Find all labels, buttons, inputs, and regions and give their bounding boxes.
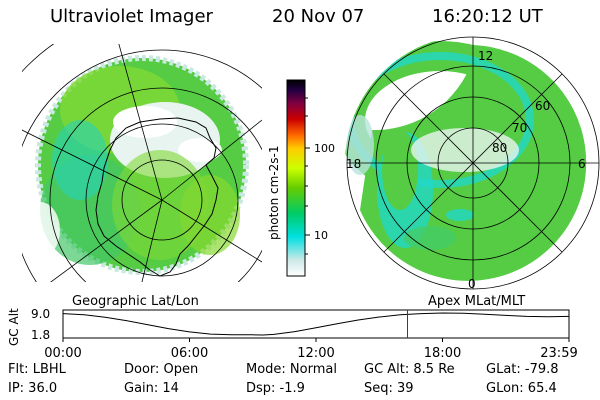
y-axis-label: GC Alt bbox=[7, 308, 21, 346]
image-time: 16:20:12 UT bbox=[432, 6, 543, 27]
glon-info: GLon: 65.4 bbox=[486, 381, 557, 396]
mode-info: Mode: Normal bbox=[246, 362, 337, 377]
x-tick-label: 12:00 bbox=[297, 346, 334, 361]
colorbar: 100 10 photon cm-2s-1 bbox=[267, 79, 335, 277]
mlt-label-6: 6 bbox=[578, 157, 586, 171]
y-tick-label-1-8: 1.8 bbox=[31, 328, 50, 342]
mlat-label-60: 60 bbox=[535, 99, 550, 113]
coastline bbox=[95, 117, 219, 277]
glat-info: GLat: -79.8 bbox=[486, 362, 559, 377]
colorbar-tick-100: 100 bbox=[314, 142, 335, 155]
geographic-map bbox=[22, 44, 262, 282]
x-tick-label: 18:00 bbox=[424, 346, 461, 361]
mlat-label-80: 80 bbox=[492, 141, 507, 155]
filter-info: Flt: LBHL bbox=[8, 362, 66, 377]
mlt-label-12: 12 bbox=[478, 49, 493, 63]
gc-alt-info: GC Alt: 8.5 Re bbox=[364, 362, 455, 377]
altitude-timeline: GC Alt 9.0 1.8 00:00 06:00 12:00 18:00 23:59 bbox=[7, 307, 578, 361]
image-date: 20 Nov 07 bbox=[272, 6, 365, 27]
magnetic-polar-map: 12 18 6 0 60 70 80 bbox=[345, 36, 600, 291]
right-projection-label: Apex MLat/MLT bbox=[428, 294, 525, 309]
x-tick-label: 00:00 bbox=[44, 346, 81, 361]
left-projection-label: Geographic Lat/Lon bbox=[72, 294, 199, 309]
dsp-info: Dsp: -1.9 bbox=[246, 381, 305, 396]
ip-info: IP: 36.0 bbox=[8, 381, 58, 396]
mlt-label-0: 0 bbox=[468, 277, 476, 291]
auroral-emission-left bbox=[22, 55, 249, 275]
colorbar-tick-10: 10 bbox=[314, 229, 328, 242]
x-tick-label: 23:59 bbox=[540, 346, 577, 361]
image-title: Ultraviolet Imager bbox=[50, 6, 213, 27]
mlt-lines bbox=[347, 37, 599, 289]
latitude-circles bbox=[22, 44, 262, 282]
x-tick-label: 06:00 bbox=[171, 346, 208, 361]
y-tick-label-9: 9.0 bbox=[31, 307, 50, 321]
longitude-lines bbox=[22, 44, 262, 282]
seq-info: Seq: 39 bbox=[364, 381, 414, 396]
altitude-series-line bbox=[62, 312, 570, 336]
door-info: Door: Open bbox=[124, 362, 199, 377]
colorbar-label: photon cm-2s-1 bbox=[267, 146, 281, 241]
gain-info: Gain: 14 bbox=[124, 381, 179, 396]
mlat-label-70: 70 bbox=[512, 121, 527, 135]
mlt-label-18: 18 bbox=[346, 157, 361, 171]
